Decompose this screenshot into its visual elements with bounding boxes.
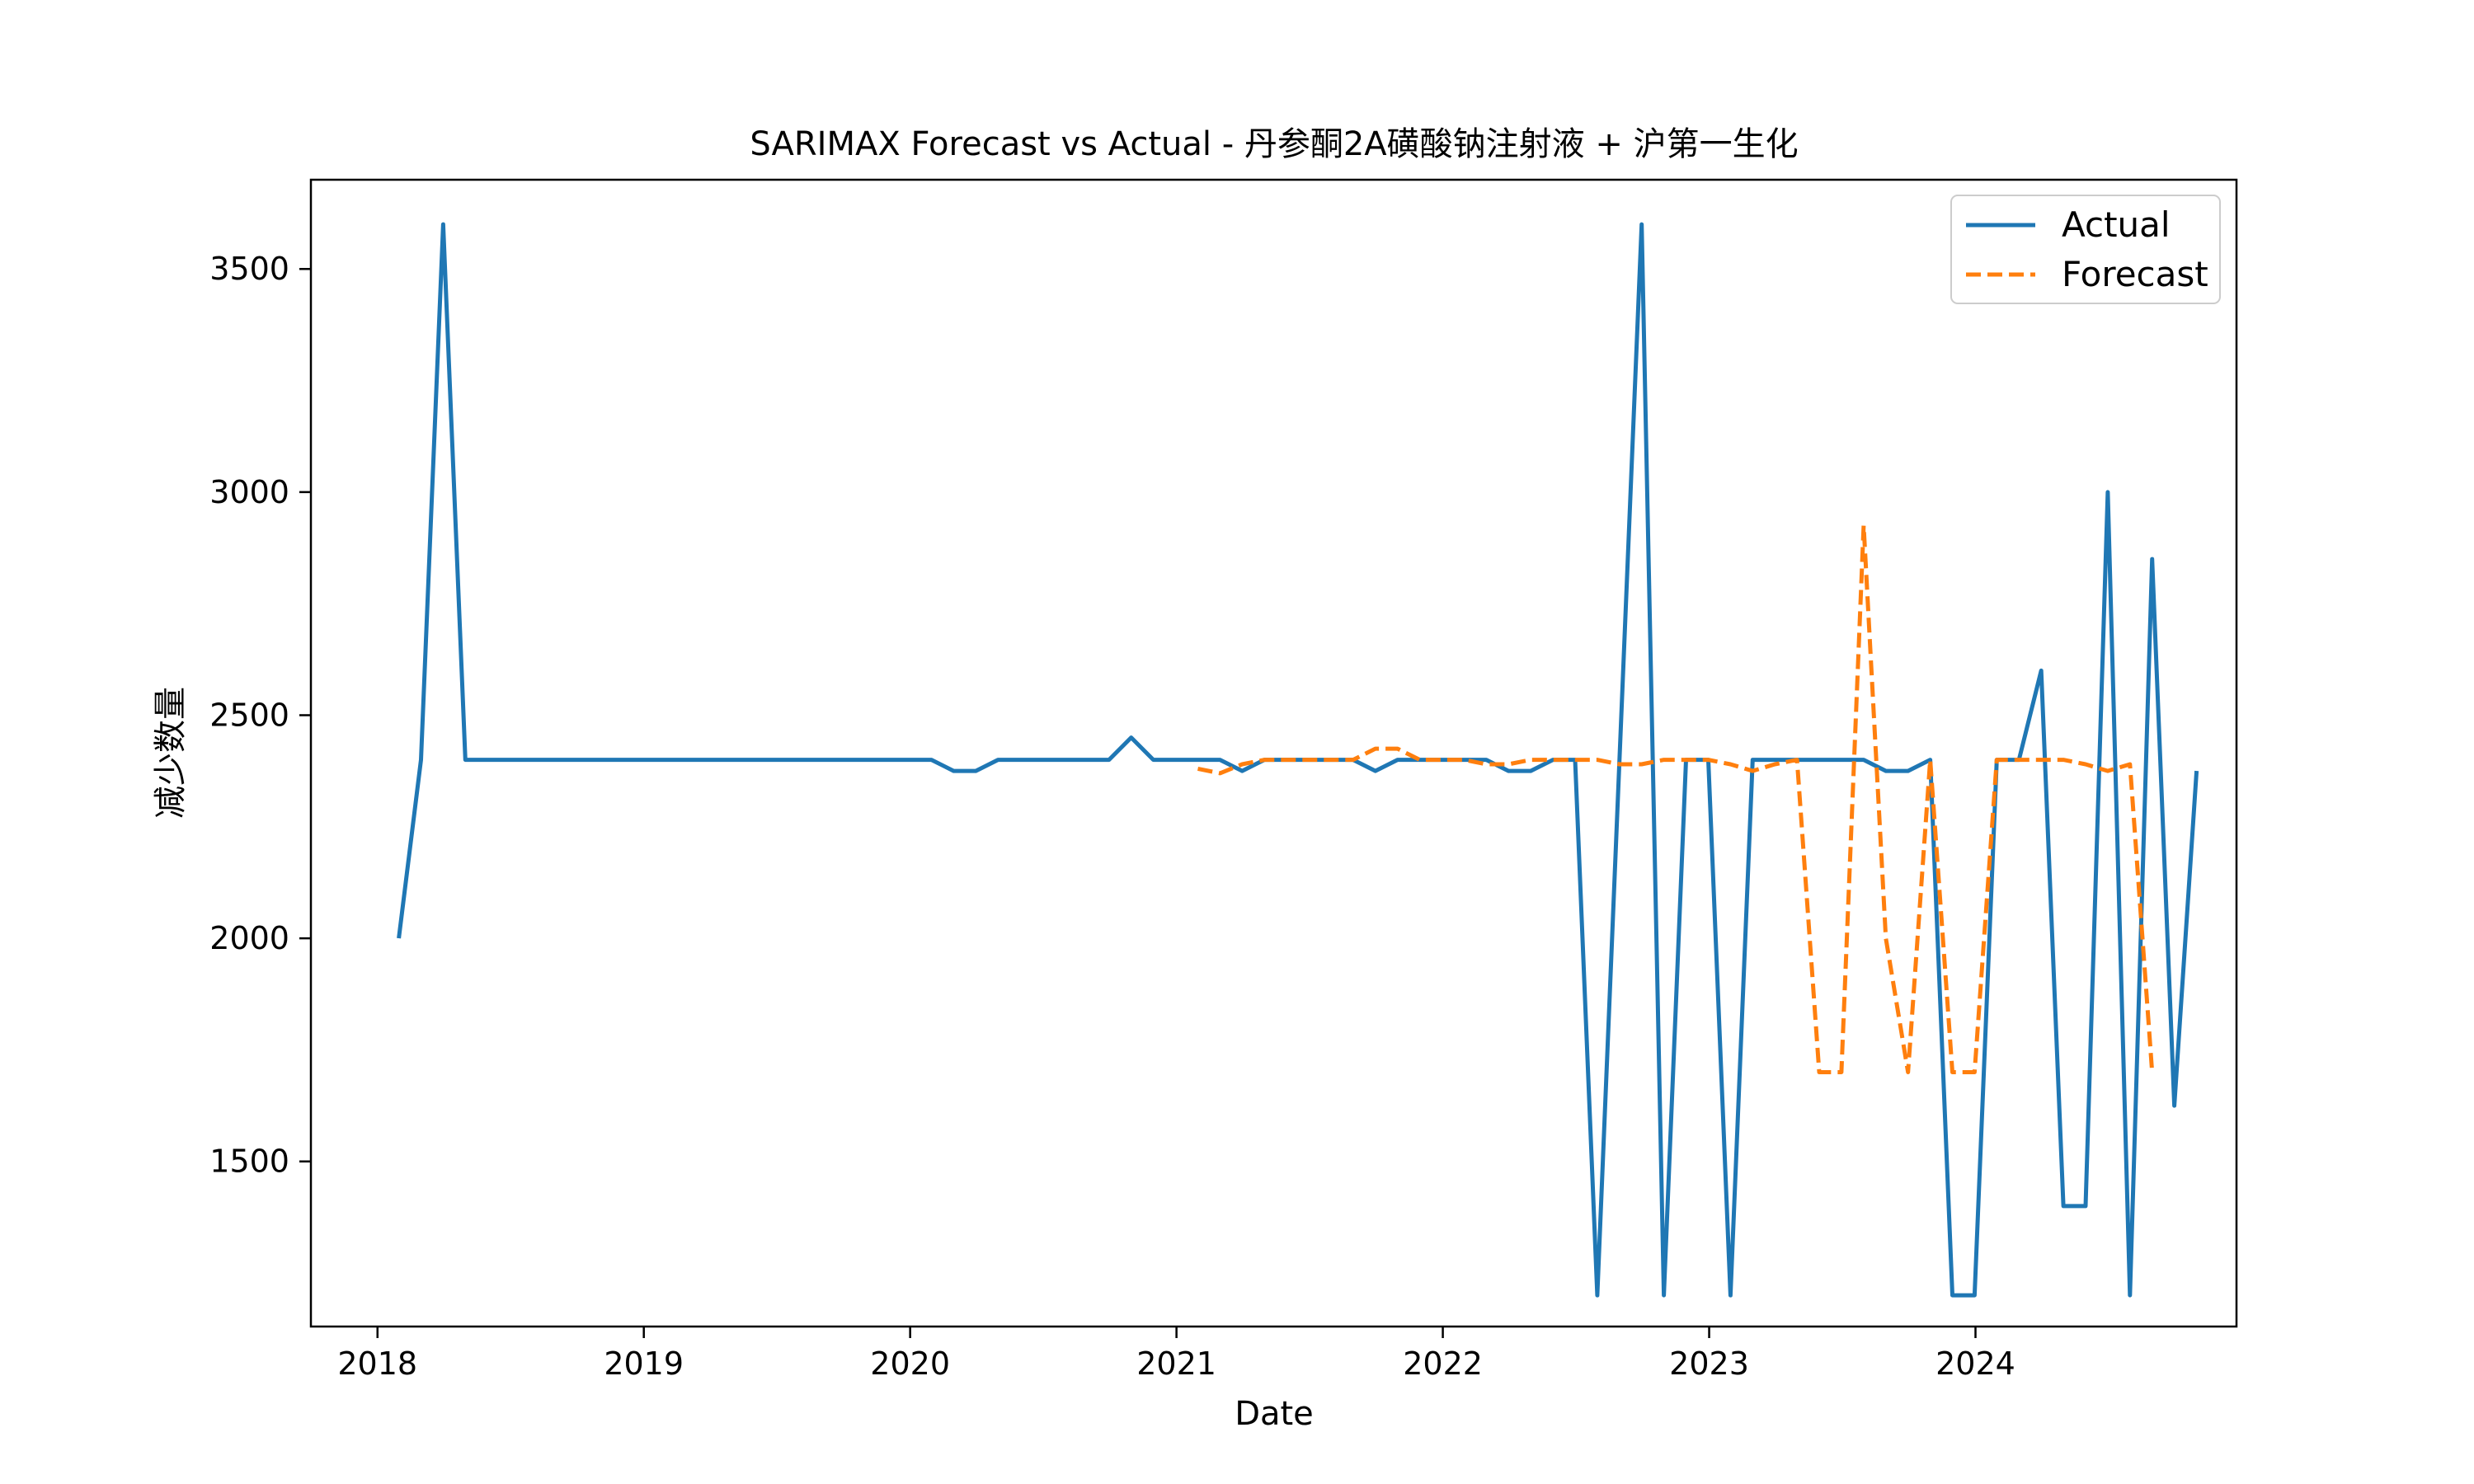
x-tick-label: 2023: [1669, 1345, 1749, 1382]
chart-title: SARIMAX Forecast vs Actual - 丹参酮2A磺酸钠注射液…: [750, 125, 1798, 163]
y-tick-label: 2500: [209, 697, 289, 733]
legend-label-actual: Actual: [2062, 204, 2171, 245]
x-axis-ticks: 2018 2019 2020 2021 2022 2023 2024: [337, 1327, 2015, 1382]
x-tick-label: 2020: [870, 1345, 950, 1382]
series-line-actual: [397, 222, 2199, 1298]
y-tick-label: 3000: [209, 474, 289, 510]
y-tick-label: 3500: [209, 251, 289, 287]
series-line-forecast: [1197, 524, 2155, 1074]
x-axis-label: Date: [1235, 1395, 1314, 1433]
x-tick-label: 2018: [337, 1345, 417, 1382]
y-axis-label: 减少数量: [152, 687, 190, 819]
x-tick-label: 2022: [1403, 1345, 1483, 1382]
y-axis-ticks: 1500 2000 2500 3000 3500: [209, 251, 311, 1180]
x-tick-label: 2024: [1935, 1345, 2015, 1382]
y-tick-label: 1500: [209, 1144, 289, 1180]
x-tick-label: 2021: [1136, 1345, 1216, 1382]
legend: Actual Forecast: [1950, 195, 2221, 304]
x-tick-label: 2019: [604, 1345, 684, 1382]
plot-frame: [309, 178, 2238, 1328]
y-tick-label: 2000: [209, 920, 289, 956]
legend-label-forecast: Forecast: [2062, 254, 2208, 294]
series-layer: [397, 222, 2199, 1298]
